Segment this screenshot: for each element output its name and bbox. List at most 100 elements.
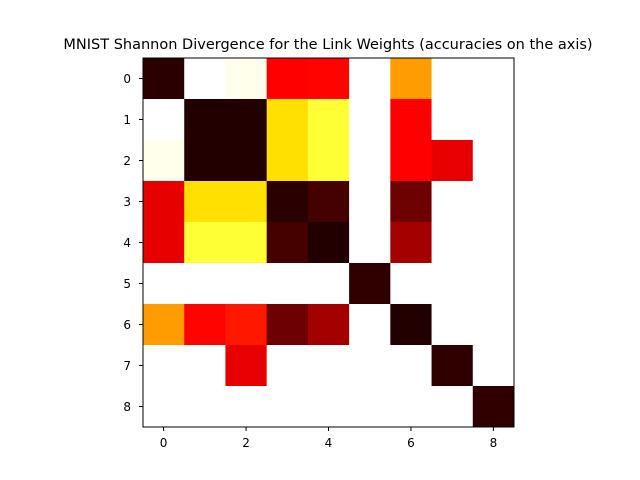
heatmap-cell-r4-c1 xyxy=(184,222,226,264)
heatmap-cell-r4-c3 xyxy=(266,222,309,264)
heatmap-cell-r8-c6 xyxy=(390,386,432,428)
heatmap-cell-r0-c3 xyxy=(266,58,309,100)
heatmap-cell-r7-c2 xyxy=(225,345,268,387)
heatmap-cell-r8-c5 xyxy=(349,386,391,428)
y-tick-label: 4 xyxy=(123,236,131,250)
heatmap-cell-r5-c7 xyxy=(431,263,474,305)
heatmap-cell-r1-c3 xyxy=(266,99,309,141)
heatmap-cell-r4-c8 xyxy=(472,222,515,264)
heatmap-cell-r2-c8 xyxy=(472,140,515,182)
heatmap-cell-r2-c2 xyxy=(225,140,268,182)
heatmap-cell-r5-c1 xyxy=(184,263,226,305)
heatmap-cell-r8-c1 xyxy=(184,386,226,428)
heatmap-cell-r8-c4 xyxy=(307,386,350,428)
heatmap-cell-r3-c4 xyxy=(307,181,350,223)
heatmap-cell-r2-c4 xyxy=(307,140,350,182)
heatmap-cell-r0-c5 xyxy=(349,58,391,100)
heatmap-cell-r3-c2 xyxy=(225,181,268,223)
heatmap-cell-r1-c4 xyxy=(307,99,350,141)
heatmap-cell-r5-c4 xyxy=(307,263,350,305)
heatmap-cell-r2-c0 xyxy=(143,140,185,182)
heatmap-cell-r1-c1 xyxy=(184,99,226,141)
y-tick-label: 2 xyxy=(123,154,131,168)
heatmap-cell-r7-c7 xyxy=(431,345,474,387)
heatmap-cell-r7-c6 xyxy=(390,345,432,387)
heatmap-cell-r5-c5 xyxy=(349,263,391,305)
heatmap-cell-r5-c3 xyxy=(266,263,309,305)
heatmap-cell-r5-c2 xyxy=(225,263,268,305)
x-axis: 0 2 4 6 8 xyxy=(160,427,497,450)
y-axis: 0 1 2 3 4 5 6 7 8 xyxy=(123,72,143,414)
heatmap-cell-r7-c1 xyxy=(184,345,226,387)
y-tick-label: 0 xyxy=(123,72,131,86)
heatmap-cell-r2-c7 xyxy=(431,140,474,182)
y-tick-label: 3 xyxy=(123,195,131,209)
heatmap-cell-r0-c4 xyxy=(307,58,350,100)
heatmap-cell-r3-c3 xyxy=(266,181,309,223)
heatmap-cell-r3-c8 xyxy=(472,181,515,223)
heatmap-cells xyxy=(143,58,515,428)
y-tick-label: 7 xyxy=(123,359,131,373)
heatmap-cell-r7-c8 xyxy=(472,345,515,387)
y-tick-label: 1 xyxy=(123,113,131,127)
y-tick-label: 8 xyxy=(123,400,131,414)
x-tick-label: 6 xyxy=(407,436,415,450)
heatmap-cell-r2-c1 xyxy=(184,140,226,182)
heatmap-cell-r7-c4 xyxy=(307,345,350,387)
heatmap-cell-r4-c4 xyxy=(307,222,350,264)
heatmap-cell-r3-c0 xyxy=(143,181,185,223)
heatmap-cell-r6-c4 xyxy=(307,304,350,346)
heatmap-cell-r5-c6 xyxy=(390,263,432,305)
heatmap-cell-r4-c7 xyxy=(431,222,474,264)
heatmap-cell-r4-c0 xyxy=(143,222,185,264)
y-tick-label: 6 xyxy=(123,318,131,332)
heatmap-cell-r0-c8 xyxy=(472,58,515,100)
heatmap-cell-r1-c5 xyxy=(349,99,391,141)
heatmap-cell-r0-c1 xyxy=(184,58,226,100)
heatmap-cell-r2-c6 xyxy=(390,140,432,182)
heatmap-cell-r1-c0 xyxy=(143,99,185,141)
heatmap-cell-r3-c1 xyxy=(184,181,226,223)
chart-title: MNIST Shannon Divergence for the Link We… xyxy=(63,37,592,53)
heatmap-cell-r8-c8 xyxy=(472,386,515,428)
heatmap-cell-r6-c3 xyxy=(266,304,309,346)
heatmap-cell-r1-c6 xyxy=(390,99,432,141)
heatmap-cell-r7-c5 xyxy=(349,345,391,387)
heatmap-cell-r3-c7 xyxy=(431,181,474,223)
y-tick-label: 5 xyxy=(123,277,131,291)
heatmap-cell-r7-c0 xyxy=(143,345,185,387)
x-tick-label: 8 xyxy=(490,436,498,450)
heatmap-cell-r6-c6 xyxy=(390,304,432,346)
heatmap-cell-r8-c2 xyxy=(225,386,268,428)
heatmap-cell-r0-c0 xyxy=(143,58,185,100)
heatmap-cell-r1-c8 xyxy=(472,99,515,141)
heatmap-cell-r8-c0 xyxy=(143,386,185,428)
heatmap-cell-r1-c2 xyxy=(225,99,268,141)
heatmap-cell-r7-c3 xyxy=(266,345,309,387)
heatmap-cell-r3-c5 xyxy=(349,181,391,223)
x-tick-label: 0 xyxy=(160,436,168,450)
x-tick-label: 2 xyxy=(242,436,250,450)
heatmap-cell-r0-c6 xyxy=(390,58,432,100)
heatmap-cell-r4-c5 xyxy=(349,222,391,264)
heatmap-cell-r6-c0 xyxy=(143,304,185,346)
heatmap-cell-r6-c1 xyxy=(184,304,226,346)
heatmap-cell-r6-c2 xyxy=(225,304,268,346)
heatmap-cell-r6-c5 xyxy=(349,304,391,346)
heatmap-cell-r4-c6 xyxy=(390,222,432,264)
heatmap-cell-r3-c6 xyxy=(390,181,432,223)
heatmap-cell-r6-c7 xyxy=(431,304,474,346)
heatmap-cell-r2-c3 xyxy=(266,140,309,182)
heatmap-cell-r5-c0 xyxy=(143,263,185,305)
heatmap-cell-r0-c7 xyxy=(431,58,474,100)
heatmap-cell-r2-c5 xyxy=(349,140,391,182)
heatmap-cell-r5-c8 xyxy=(472,263,515,305)
heatmap-cell-r4-c2 xyxy=(225,222,268,264)
heatmap-cell-r1-c7 xyxy=(431,99,474,141)
x-tick-label: 4 xyxy=(325,436,333,450)
heatmap-cell-r8-c7 xyxy=(431,386,474,428)
heatmap-cell-r0-c2 xyxy=(225,58,268,100)
heatmap-cell-r8-c3 xyxy=(266,386,309,428)
heatmap-cell-r6-c8 xyxy=(472,304,515,346)
